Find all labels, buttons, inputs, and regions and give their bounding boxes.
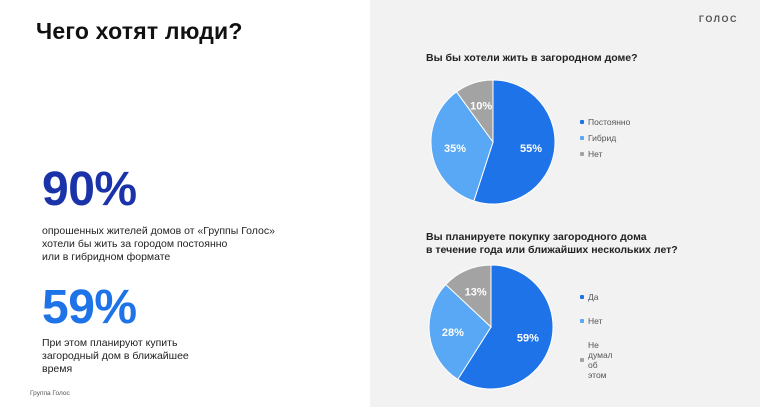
legend-label: Нет: [588, 148, 603, 159]
pie-chart-1: 55% 35% 10%: [430, 79, 556, 205]
slice-label: 10%: [470, 100, 492, 112]
footer-caption: Группа Голос: [30, 390, 70, 397]
legend-label: Да: [588, 291, 599, 302]
chart-1-title: Вы бы хотели жить в загородном доме?: [426, 52, 638, 64]
legend-swatch: [580, 119, 584, 124]
slice-label: 35%: [444, 143, 466, 155]
legend-swatch: [580, 135, 584, 140]
pie-slice: [457, 264, 554, 390]
pie-slice: [428, 283, 492, 381]
legend-item: Да: [580, 291, 598, 302]
legend-item: Нет: [580, 148, 602, 159]
legend-label: Гибрид: [588, 132, 617, 143]
legend-label: Постоянно: [588, 116, 631, 127]
legend-label: Не думал об этом: [588, 340, 613, 380]
legend-item: Постоянно: [580, 116, 630, 127]
stat-text-1: опрошенных жителей домов от «Группы Голо…: [42, 225, 275, 263]
legend-item: Не думал об этом: [580, 340, 613, 380]
legend-label: Нет: [588, 315, 603, 326]
pie-slice: [430, 91, 494, 202]
pie-chart-2: 59% 28% 13%: [428, 264, 554, 390]
slice-label: 55%: [520, 143, 542, 155]
legend-swatch: [580, 358, 584, 362]
pie-slice: [455, 79, 494, 144]
stat-text-2: При этом планируют купить загородный дом…: [42, 337, 189, 375]
page-title: Чего хотят люди?: [36, 18, 243, 44]
stat-value-1: 90%: [42, 163, 137, 216]
legend-item: Гибрид: [580, 132, 616, 143]
chart-2-title: Вы планируете покупку загородного дома в…: [426, 231, 678, 256]
legend-swatch: [580, 151, 584, 156]
pie-slice: [445, 264, 492, 329]
slice-label: 28%: [442, 327, 464, 339]
pie-slice: [473, 79, 556, 205]
legend-item: Нет: [580, 315, 602, 326]
legend-swatch: [580, 318, 584, 323]
slice-label: 59%: [517, 333, 539, 345]
legend-swatch: [580, 294, 584, 299]
stat-value-2: 59%: [42, 281, 137, 334]
slice-label: 13%: [465, 287, 487, 299]
brand-logo: ГОЛОС: [698, 14, 738, 24]
left-panel: [0, 0, 370, 407]
